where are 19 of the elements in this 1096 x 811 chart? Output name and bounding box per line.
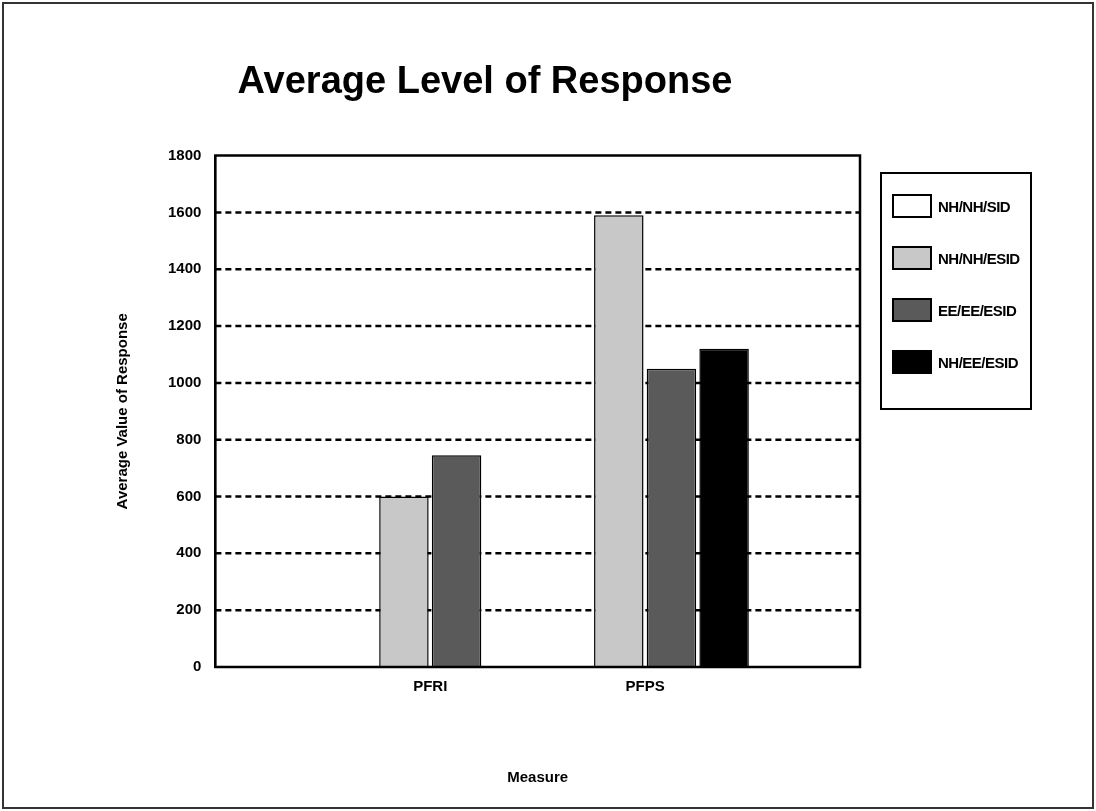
chart-title: Average Level of Response: [237, 59, 733, 102]
y-tick-label: 600: [176, 486, 202, 504]
y-tick-label: 800: [176, 429, 202, 447]
y-tick-label: 400: [176, 543, 202, 561]
y-tick-label: 1000: [167, 373, 202, 391]
y-axis-title: Average Value of Response: [113, 313, 131, 510]
legend-label: NH/NH/SID: [938, 197, 1011, 215]
x-tick-label: PFPS: [625, 677, 665, 695]
y-tick-label: 1200: [167, 316, 202, 334]
legend-label: EE/EE/ESID: [938, 301, 1017, 319]
x-axis-title: Measure: [507, 768, 569, 786]
y-tick-label: 1600: [167, 202, 202, 220]
y-tick-label: 1800: [167, 145, 202, 163]
x-tick-label: PFRI: [413, 677, 448, 695]
y-tick-label: 1400: [167, 259, 202, 277]
y-tick-label: 200: [176, 600, 202, 618]
y-tick-label: 0: [193, 657, 202, 675]
legend-label: NH/EE/ESID: [938, 353, 1019, 371]
legend-label: NH/NH/ESID: [938, 249, 1020, 267]
